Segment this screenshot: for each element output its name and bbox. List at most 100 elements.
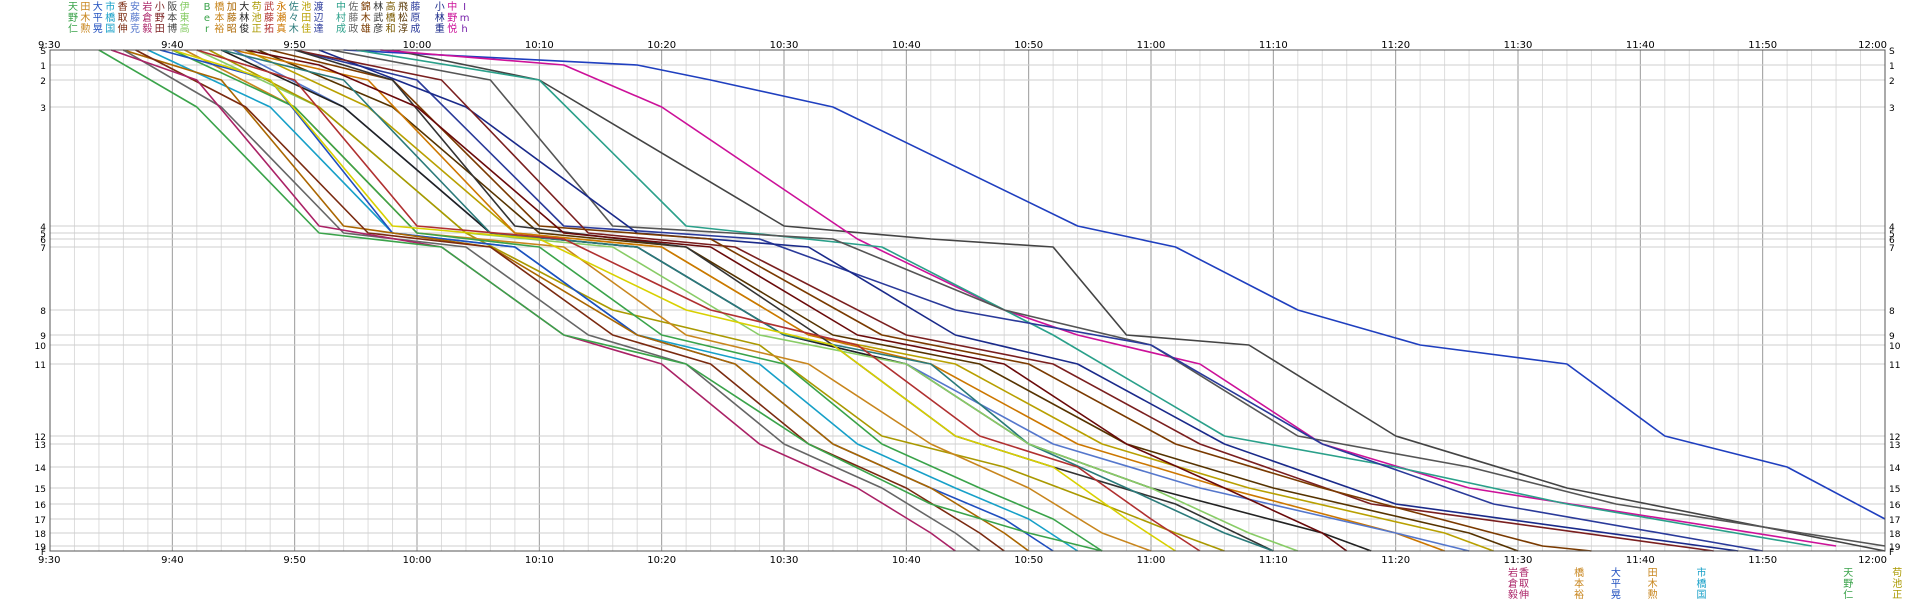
legend-char: 倉 — [142, 11, 152, 24]
x-tick-label-bottom: 11:30 — [1504, 555, 1533, 566]
legend-char: 橋 — [105, 11, 115, 24]
finish-label-char: 取 — [1519, 578, 1529, 590]
legend-char: 佐 — [289, 1, 299, 13]
series-lines — [98, 49, 1886, 552]
legend-char: 岩 — [142, 0, 152, 13]
legend-char: 加 — [227, 1, 237, 13]
legend-char: 阪 — [167, 0, 177, 13]
y-tick-label-left: S — [40, 47, 46, 57]
series-line-14 — [220, 49, 1372, 552]
y-tick-label-right: 7 — [1889, 244, 1895, 254]
x-tick-label-bottom: 10:40 — [892, 555, 921, 566]
legend-char: 成 — [410, 23, 420, 35]
series-line-7 — [318, 49, 1739, 552]
top-legend: 天野仁田木勲大平晃市橋国香取伸安藤克岩倉毅小野田阪本博伊東高Ber橋本裕加藤昭大… — [68, 0, 469, 35]
legend-char: 中 — [447, 0, 457, 13]
legend-char: 木 — [80, 12, 90, 24]
y-tick-label-left: 1 — [40, 62, 46, 72]
series-line-26 — [122, 49, 981, 552]
y-tick-label-right: 16 — [1889, 501, 1901, 511]
legend-char: h — [461, 24, 467, 35]
legend-char: 佐 — [348, 1, 358, 13]
y-tick-label-left: F — [41, 548, 46, 558]
finish-label-char: 市 — [1697, 566, 1707, 579]
x-tick-label-bottom: 10:10 — [525, 555, 554, 566]
legend-char: 本 — [214, 11, 224, 24]
legend-char: 飛 — [398, 1, 408, 13]
y-tick-label-right: 13 — [1889, 441, 1900, 451]
y-tick-label-right: 5 — [1889, 230, 1895, 240]
x-tick-label-bottom: 11:10 — [1259, 555, 1288, 566]
series-line-4 — [355, 49, 1812, 547]
legend-char: 田 — [301, 13, 311, 24]
legend-char: I — [463, 2, 466, 13]
legend-char: 錦 — [361, 0, 371, 13]
legend-char: 池 — [252, 11, 262, 24]
legend-char: 仁 — [68, 23, 78, 35]
y-tick-label-right: F — [1889, 548, 1894, 558]
y-tick-label-left: 7 — [40, 244, 46, 254]
legend-char: 田 — [80, 2, 90, 13]
y-tick-label-left: 4 — [40, 223, 46, 233]
legend-char: 晃 — [93, 23, 103, 35]
y-tick-label-right: 12 — [1889, 433, 1900, 443]
series-line-11 — [245, 49, 1494, 552]
x-tick-label-top: 11:50 — [1748, 40, 1777, 51]
series-line-29 — [172, 49, 1176, 552]
y-tick-label-left: 9 — [40, 332, 46, 342]
series-line-27 — [110, 49, 956, 552]
y-tick-label-right: 2 — [1889, 77, 1895, 87]
legend-char: 林 — [373, 0, 383, 13]
series-line-9 — [270, 49, 1592, 552]
finish-label-char: 国 — [1697, 589, 1707, 600]
y-tick-label-right: 6 — [1889, 236, 1895, 246]
finish-label-char: 平 — [1611, 579, 1621, 590]
legend-char: 小 — [155, 1, 165, 13]
legend-char: 藤 — [227, 12, 237, 24]
x-tick-label-top: 10:10 — [525, 40, 554, 51]
series-line-2 — [392, 49, 1886, 552]
legend-char: m — [460, 13, 470, 24]
series-line-12 — [233, 49, 1445, 552]
legend-char: 村 — [336, 11, 346, 24]
legend-char: 高 — [386, 0, 396, 13]
legend-char: 武 — [373, 11, 383, 24]
y-tick-label-left: 17 — [35, 516, 46, 526]
x-tick-label-top: 10:30 — [770, 40, 799, 51]
legend-char: 毅 — [142, 22, 152, 35]
legend-char: 林 — [239, 11, 249, 24]
legend-char: e — [204, 13, 210, 24]
legend-char: 悦 — [447, 22, 457, 35]
finish-label-char: 晃 — [1611, 589, 1621, 600]
y-tick-label-right: 18 — [1889, 530, 1901, 540]
legend-char: r — [205, 24, 210, 35]
legend-char: 安 — [130, 0, 140, 13]
legend-char: 林 — [435, 11, 445, 24]
legend-char: 藤 — [130, 12, 140, 24]
legend-char: 々 — [289, 12, 299, 24]
x-tick-label-top: 9:50 — [283, 40, 305, 51]
legend-char: 真 — [276, 22, 286, 35]
series-line-17 — [196, 49, 1299, 552]
legend-char: 平 — [93, 13, 103, 24]
legend-char: 橋 — [214, 0, 224, 13]
x-tick-label-bottom: 12:00 — [1858, 555, 1887, 566]
series-line-16 — [221, 49, 1274, 552]
y-tick-label-right: 3 — [1889, 104, 1895, 114]
y-tick-label-right: 19 — [1889, 543, 1901, 553]
y-tick-label-left: 2 — [40, 77, 46, 87]
y-tick-label-left: 10 — [35, 342, 47, 352]
y-tick-label-right: 11 — [1889, 361, 1900, 371]
x-tick-label-top: 11:20 — [1381, 40, 1410, 51]
series-line-21 — [171, 49, 1103, 552]
series-line-24 — [123, 49, 1030, 552]
legend-char: 本 — [167, 11, 177, 24]
y-tick-label-left: 6 — [40, 236, 46, 246]
y-tick-label-right: 15 — [1889, 485, 1900, 495]
legend-char: 克 — [130, 23, 140, 35]
finish-label-char: 勲 — [1648, 588, 1658, 600]
y-tick-label-left: 13 — [35, 441, 46, 451]
legend-char: 和 — [386, 23, 396, 35]
legend-char: 淳 — [398, 22, 408, 35]
